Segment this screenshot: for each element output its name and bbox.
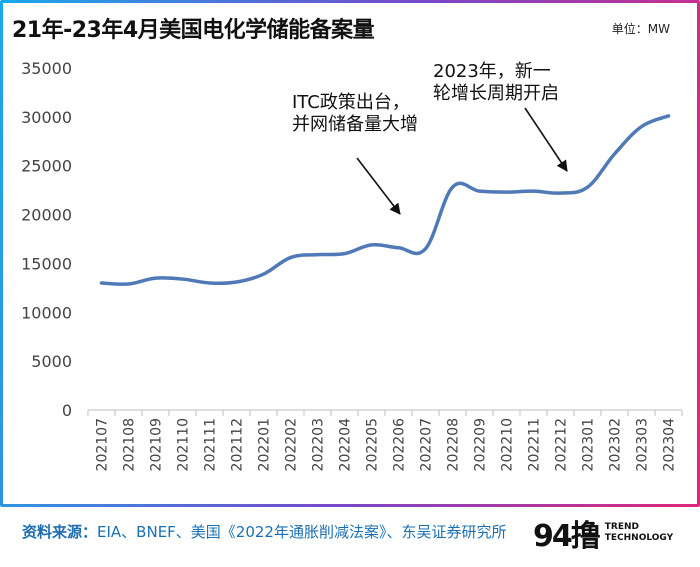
y-tick-label: 10000 (21, 303, 72, 322)
x-tick-label: 202208 (446, 418, 462, 471)
y-tick-label: 0 (62, 401, 72, 420)
x-tick-label: 202209 (473, 418, 489, 471)
data-point (235, 281, 238, 284)
logo-line-2: TECHNOLOGY (604, 533, 674, 543)
data-point (424, 247, 427, 250)
x-tick-label: 202202 (284, 418, 300, 471)
annotation-2023: 2023年，新一 轮增长周期开启 (433, 61, 559, 105)
x-tick-label: 202207 (419, 418, 435, 471)
x-tick-label: 202107 (95, 418, 111, 471)
data-point (532, 190, 535, 193)
data-point (397, 246, 400, 249)
annotation-2023-line-2: 轮增长周期开启 (433, 83, 559, 104)
y-tick-label: 35000 (21, 59, 72, 78)
y-tick-label: 20000 (21, 206, 72, 225)
x-tick-label: 202211 (527, 418, 543, 471)
data-point (613, 153, 616, 156)
data-point (478, 190, 481, 193)
data-point (586, 186, 589, 189)
data-point (370, 243, 373, 246)
source-label: 资料来源： (22, 523, 98, 541)
x-tick-label: 202110 (176, 418, 192, 471)
data-point (289, 256, 292, 259)
brand-logo: 94撸 TREND TECHNOLOGY (533, 515, 673, 554)
series-line (99, 114, 671, 286)
line-chart: 0 5000 10000 15000 20000 25000 30000 35000 2021… (21, 59, 683, 472)
x-tick-label: 202108 (122, 418, 138, 471)
x-tick-label: 202304 (662, 418, 678, 472)
annotation-itc-line-2: 并网储备量大增 (292, 114, 418, 135)
x-tick-label: 202109 (149, 418, 165, 471)
y-tick-label: 25000 (21, 157, 72, 176)
logo-text: TREND TECHNOLOGY (605, 522, 673, 544)
annotation-itc-line-1: ITC政策出台， (292, 92, 410, 113)
data-point (127, 283, 130, 286)
chart-title: 21年-23年4月美国电化学储能备案量 (12, 18, 375, 43)
annotation-arrow-itc (356, 157, 401, 215)
annotation-itc: ITC政策出台， 并网储备量大增 (292, 92, 418, 136)
x-tick-label: 202203 (311, 418, 327, 471)
data-point (559, 192, 562, 195)
x-tick-label: 202212 (554, 418, 570, 471)
data-point (343, 252, 346, 255)
data-point (181, 278, 184, 281)
data-point (505, 191, 508, 194)
data-point (208, 282, 211, 285)
data-point (316, 253, 319, 256)
x-tick-label: 202111 (203, 418, 219, 471)
x-tick-label: 202206 (392, 418, 408, 472)
annotation-arrow-2023 (524, 107, 568, 172)
data-point (667, 114, 670, 117)
y-tick-label: 30000 (21, 108, 72, 127)
x-tick-label: 202210 (500, 418, 516, 471)
logo-line-1: TREND (604, 522, 639, 532)
y-tick-label: 5000 (31, 352, 72, 371)
data-point (154, 277, 157, 280)
logo-mark: 94撸 (533, 519, 601, 554)
series-group (99, 114, 671, 286)
x-tick-label: 202302 (608, 418, 624, 471)
x-axis: 202107 202108 202109 202110 202111 202112 2022… (87, 409, 683, 472)
data-point (451, 186, 454, 189)
x-tick-label: 202112 (230, 418, 246, 471)
source-text: EIA、BNEF、美国《2022年通胀削减法案》、东吴证券研究所 (97, 523, 507, 541)
unit-label: 单位：MW (611, 22, 670, 36)
data-point (262, 273, 265, 276)
x-tick-label: 202201 (257, 418, 273, 471)
data-point (640, 125, 643, 128)
x-tick-label: 202301 (581, 418, 597, 471)
data-point (100, 282, 103, 285)
x-tick-label: 202204 (338, 418, 354, 472)
x-tick-label: 202303 (635, 418, 651, 471)
y-tick-label: 15000 (21, 254, 72, 273)
y-axis: 0 5000 10000 15000 20000 25000 30000 35000 (21, 59, 72, 420)
source-footer: 资料来源：EIA、BNEF、美国《2022年通胀削减法案》、东吴证券研究所 (22, 521, 506, 542)
annotation-2023-line-1: 2023年，新一 (433, 61, 551, 82)
x-tick-label: 202205 (365, 418, 381, 471)
